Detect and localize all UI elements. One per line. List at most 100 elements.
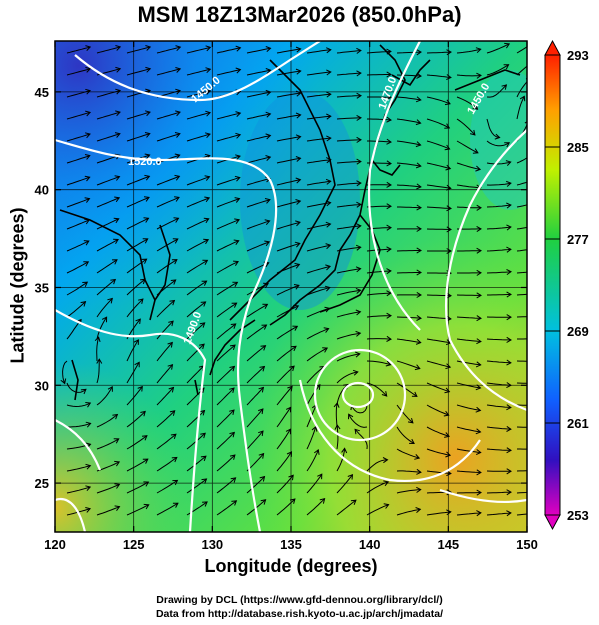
streamline-arrowhead <box>476 204 482 211</box>
streamline <box>397 206 422 209</box>
streamline <box>66 155 90 164</box>
streamline-arrowhead <box>446 292 452 299</box>
streamline-arrowhead <box>475 361 482 368</box>
streamline-arrowhead <box>229 409 235 416</box>
streamline <box>366 360 391 366</box>
streamline-arrowhead <box>472 104 479 110</box>
streamline-arrowhead <box>416 204 422 211</box>
streamline <box>336 95 362 98</box>
streamline <box>367 96 392 98</box>
streamline-arrowhead <box>386 181 392 188</box>
streamline-arrowhead <box>84 132 91 139</box>
streamline-arrowhead <box>382 457 389 464</box>
streamline-arrowhead <box>476 247 482 254</box>
streamline-arrowhead <box>135 318 141 325</box>
streamline-arrowhead <box>289 498 296 504</box>
x-tick-label: 140 <box>359 537 381 552</box>
streamline-arrowhead <box>259 365 266 372</box>
streamline <box>336 139 362 142</box>
streamline <box>96 414 118 428</box>
streamline-arrowhead <box>83 261 90 267</box>
streamline-arrowhead <box>446 49 452 56</box>
streamline-arrowhead <box>265 46 272 52</box>
streamline-arrowhead <box>506 246 512 253</box>
colorbar-gradient <box>544 54 561 516</box>
streamline <box>396 162 421 167</box>
streamline <box>426 184 451 189</box>
streamline <box>486 448 512 451</box>
streamline-arrowhead <box>205 45 212 52</box>
streamline <box>156 502 179 516</box>
y-tick-label: 35 <box>35 280 49 295</box>
streamline <box>456 512 481 516</box>
streamline <box>66 240 90 252</box>
streamline-arrowhead <box>295 112 302 119</box>
streamline <box>486 84 507 98</box>
streamline <box>336 474 353 494</box>
streamline-arrowhead <box>314 449 320 455</box>
streamline-arrowhead <box>261 324 268 330</box>
streamline <box>486 140 510 147</box>
credit-data: Data from http://database.rish.kyoto-u.a… <box>155 608 444 620</box>
streamline-arrowhead <box>289 365 295 372</box>
streamline <box>186 455 207 472</box>
streamline-arrowhead <box>519 95 526 102</box>
streamline-arrowhead <box>285 428 292 435</box>
streamline <box>216 261 239 274</box>
x-tick-label: 145 <box>437 537 459 552</box>
streamline <box>246 220 270 230</box>
streamline <box>306 49 331 54</box>
streamline-arrowhead <box>295 199 302 205</box>
streamline <box>336 371 358 384</box>
streamline <box>516 226 527 230</box>
streamline-arrowhead <box>199 343 205 350</box>
streamline-arrowhead <box>537 359 541 364</box>
streamline-arrowhead <box>258 430 264 437</box>
streamline-arrowhead <box>114 132 121 138</box>
streamline <box>336 203 361 208</box>
x-tick-label: 130 <box>201 537 223 552</box>
streamline <box>186 197 210 208</box>
streamline-arrowhead <box>356 47 362 54</box>
streamline <box>456 118 476 136</box>
streamline-arrowhead <box>319 498 326 504</box>
streamline <box>156 320 174 340</box>
streamline-arrowhead <box>113 438 120 444</box>
streamline <box>276 428 291 450</box>
streamline <box>396 360 420 370</box>
streamline-arrowhead <box>355 309 362 316</box>
streamline <box>306 426 317 450</box>
streamline-arrowhead <box>174 153 181 160</box>
streamline-arrowhead <box>233 239 240 245</box>
streamline-arrowhead <box>325 157 332 164</box>
streamline-arrowhead <box>170 433 177 440</box>
streamline-arrowhead <box>115 110 121 117</box>
streamline-arrowhead <box>445 164 452 171</box>
streamline <box>426 228 452 230</box>
streamline <box>216 344 236 362</box>
streamline-arrowhead <box>295 134 302 141</box>
streamline-arrowhead <box>537 314 542 319</box>
streamline <box>96 133 121 142</box>
colorbar-tick-label: 277 <box>567 232 589 247</box>
streamline <box>516 470 527 472</box>
streamline-arrowhead <box>145 45 152 51</box>
streamline <box>276 345 297 362</box>
streamline <box>246 69 271 76</box>
streamline <box>456 162 481 170</box>
streamline-arrowhead <box>175 67 182 73</box>
streamline-arrowhead <box>386 312 392 319</box>
streamline-arrowhead <box>265 111 272 118</box>
streamline-arrowhead <box>386 94 392 101</box>
streamline <box>396 338 421 344</box>
streamline-arrowhead <box>444 144 451 151</box>
streamline <box>276 92 301 98</box>
streamline-arrowhead <box>200 455 207 462</box>
streamline-arrowhead <box>294 262 301 269</box>
streamline <box>486 404 511 408</box>
streamline <box>186 90 211 98</box>
streamline <box>516 404 527 406</box>
streamline-arrowhead <box>416 314 422 321</box>
streamline <box>186 133 211 142</box>
